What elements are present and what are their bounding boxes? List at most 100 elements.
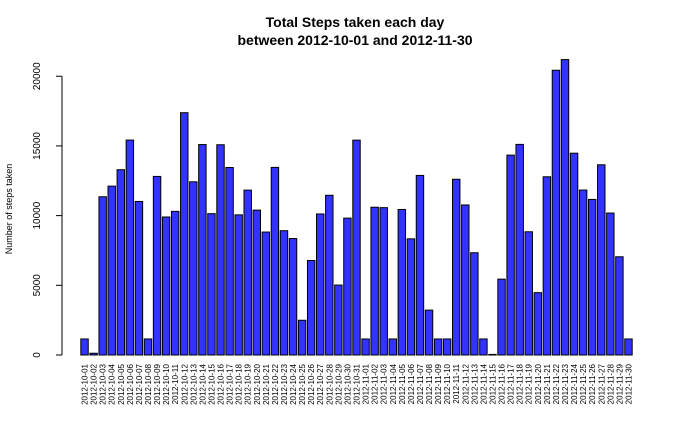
bar [261,231,271,356]
bar [352,139,361,356]
bar [578,189,588,356]
bar [198,144,207,356]
x-category-label: 2012-10-30 [343,363,352,404]
bar [452,178,461,356]
bar [442,338,452,356]
x-category-label: 2012-10-11 [171,363,180,404]
bar [270,166,280,356]
bar [316,213,325,356]
bar [533,292,543,356]
x-category-label: 2012-10-17 [226,363,235,404]
bar [479,338,488,356]
x-category-label: 2012-11-28 [606,363,615,404]
x-category-label: 2012-10-25 [298,363,307,404]
x-category-label: 2012-11-16 [498,363,507,404]
bar [506,154,515,356]
bar [587,198,597,356]
x-category-label: 2012-11-06 [407,363,416,404]
x-category-label: 2012-10-26 [307,363,316,404]
chart-title: Total Steps taken each day [266,14,445,30]
x-category-label: 2012-10-09 [153,363,162,404]
x-category-label: 2012-10-12 [180,363,189,404]
x-category-label: 2012-11-17 [507,363,516,404]
bars [80,59,633,356]
y-tick-label: 10000 [32,201,43,229]
bar [470,252,479,356]
x-category-label: 2012-11-05 [398,363,407,404]
bar [125,139,135,356]
bar [216,144,225,356]
x-category-label: 2012-11-07 [416,363,425,404]
x-category-label: 2012-11-12 [461,363,470,404]
x-category-label: 2012-10-23 [280,363,289,404]
bar [388,338,397,356]
x-category-label: 2012-10-04 [108,363,117,404]
bar [424,309,434,356]
x-category-label: 2012-10-07 [135,363,144,404]
x-category-label: 2012-11-15 [488,363,497,404]
x-category-label: 2012-11-14 [479,363,488,404]
x-category-label: 2012-10-13 [189,363,198,404]
x-category-label: 2012-11-13 [470,363,479,404]
bar [225,166,234,356]
x-category-label: 2012-10-05 [117,363,126,404]
x-category-label: 2012-10-08 [144,363,153,404]
x-category-label: 2012-10-10 [162,363,171,404]
bar [524,231,533,356]
bar [325,194,334,356]
y-axis-label: Number of steps taken [4,164,14,255]
chart-subtitle: between 2012-10-01 and 2012-11-30 [237,32,472,48]
bar [615,256,624,356]
x-category-label: 2012-11-04 [389,363,398,404]
x-category-label: 2012-10-27 [316,363,325,404]
bar [433,338,443,356]
bar [297,319,307,356]
bar [569,152,579,356]
x-category-label: 2012-10-01 [81,363,90,404]
bar [406,238,416,356]
bar [361,338,370,356]
bar [488,353,497,356]
y-tick-label: 20000 [32,62,43,90]
bar [116,169,126,356]
x-category-label: 2012-11-11 [452,363,461,403]
x-category-label: 2012-11-24 [570,363,579,404]
x-category-label: 2012-10-20 [253,363,262,404]
x-category-label: 2012-10-28 [325,363,334,404]
bar [397,208,407,356]
x-category-label: 2012-11-21 [543,363,552,404]
bar [551,69,561,356]
x-category-label: 2012-11-27 [597,363,606,404]
y-axis: 0 5000 10000 15000 20000 [32,62,63,358]
x-category-label: 2012-11-20 [534,363,543,404]
x-category-label: 2012-10-21 [262,363,271,404]
x-category-label: 2012-10-14 [198,363,207,404]
x-category-label: 2012-11-25 [579,363,588,404]
bar [343,217,352,356]
bar [243,189,252,356]
bar [379,207,388,356]
bar [370,206,379,356]
bar [415,174,425,356]
x-category-label: 2012-11-08 [425,363,434,404]
bar [252,209,261,356]
x-category-label: 2012-11-29 [615,363,624,404]
bar [288,238,298,356]
bar [170,210,180,356]
x-category-label: 2012-10-18 [235,363,244,404]
x-category-label: 2012-11-26 [588,363,597,404]
x-category-label: 2012-10-19 [244,363,253,404]
x-category-label: 2012-10-24 [289,363,298,404]
y-tick-label: 5000 [32,274,43,297]
x-category-label: 2012-10-02 [90,363,99,404]
x-category-label: 2012-11-23 [561,363,570,404]
bar [98,196,107,356]
x-category-label: 2012-10-06 [126,363,135,404]
bar [279,230,289,356]
x-category-label: 2012-10-22 [271,363,280,404]
bar [306,260,316,356]
bar [107,185,116,356]
bar [143,338,153,356]
bar [89,352,98,356]
bar [334,284,343,356]
